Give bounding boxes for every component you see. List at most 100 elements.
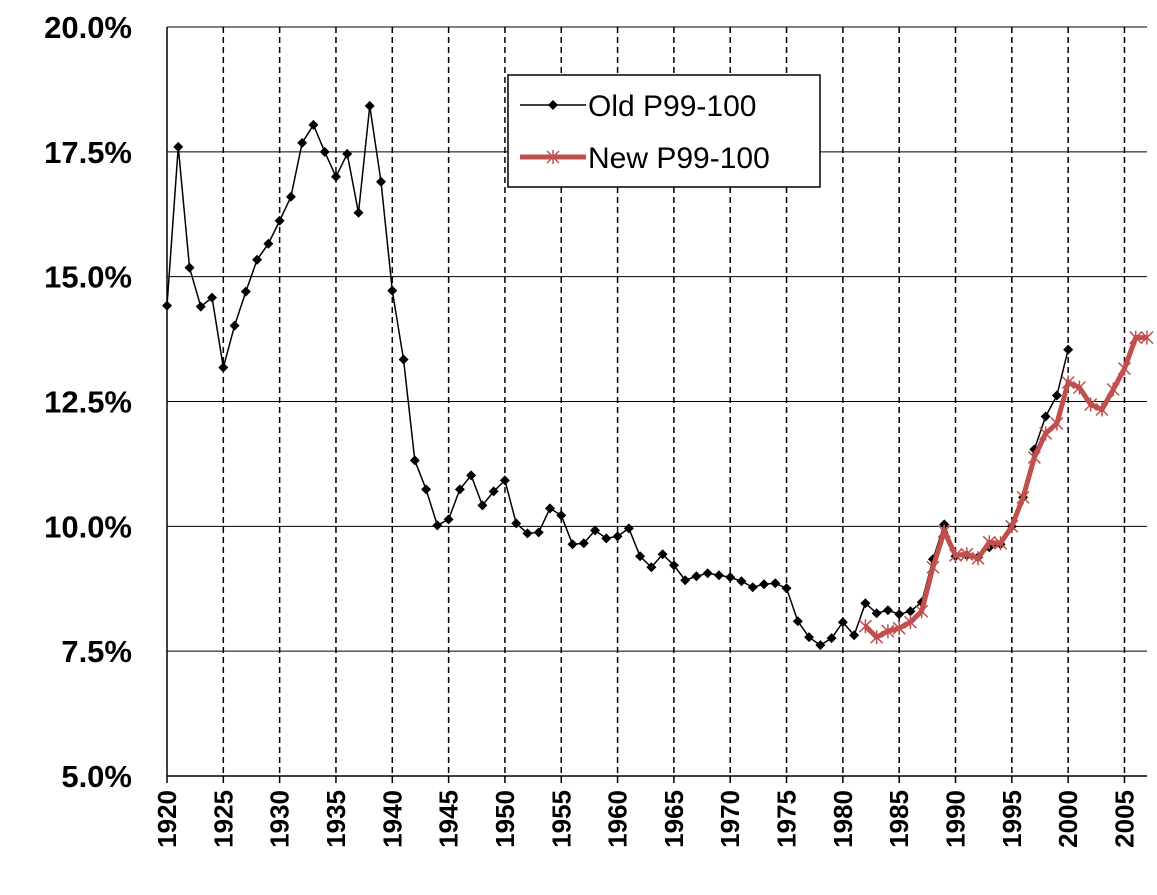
marker xyxy=(702,568,713,579)
marker xyxy=(680,575,691,586)
legend-marker xyxy=(546,150,560,164)
marker xyxy=(1061,375,1075,390)
x-tick-label: 1995 xyxy=(997,790,1027,848)
x-tick-label: 2000 xyxy=(1053,790,1083,848)
marker xyxy=(646,562,657,573)
x-tick-label: 1945 xyxy=(434,790,464,848)
marker xyxy=(881,624,895,639)
marker xyxy=(364,100,375,111)
y-tick-label: 15.0% xyxy=(44,260,132,295)
marker xyxy=(162,300,172,311)
marker xyxy=(1051,390,1062,401)
marker xyxy=(623,523,634,534)
marker xyxy=(252,254,263,265)
marker xyxy=(905,606,916,617)
y-tick-label: 17.5% xyxy=(44,135,132,170)
marker xyxy=(747,582,758,593)
marker xyxy=(960,547,974,562)
marker xyxy=(892,621,906,636)
marker xyxy=(488,486,499,497)
marker xyxy=(522,528,533,539)
marker xyxy=(982,535,996,550)
series-line xyxy=(863,335,1147,641)
marker xyxy=(849,630,860,641)
marker xyxy=(837,617,848,628)
x-tick-label: 1960 xyxy=(603,790,633,848)
marker xyxy=(1039,426,1053,441)
marker xyxy=(308,119,319,130)
x-tick-label: 1940 xyxy=(377,790,407,848)
marker xyxy=(612,531,623,542)
marker xyxy=(668,560,679,571)
marker xyxy=(1050,416,1064,431)
y-tick-label: 20.0% xyxy=(44,10,132,45)
x-tick-label: 1935 xyxy=(321,790,351,848)
marker xyxy=(173,141,184,152)
x-tick-label: 1925 xyxy=(208,790,238,848)
x-tick-label: 1950 xyxy=(490,790,520,848)
marker xyxy=(926,560,940,575)
marker xyxy=(894,609,905,620)
marker xyxy=(937,524,951,539)
marker xyxy=(466,470,477,481)
marker xyxy=(792,616,803,627)
marker xyxy=(409,455,420,466)
marker xyxy=(544,503,555,514)
x-tick-label: 1990 xyxy=(941,790,971,848)
marker xyxy=(454,484,465,495)
marker xyxy=(421,484,432,495)
marker xyxy=(1117,361,1132,376)
legend-label: New P99-100 xyxy=(588,142,770,175)
x-tick-label: 1955 xyxy=(546,790,576,848)
marker xyxy=(207,292,218,303)
marker xyxy=(387,285,398,296)
marker xyxy=(1005,519,1019,534)
legend-label: Old P99-100 xyxy=(588,90,756,123)
marker xyxy=(353,207,364,218)
marker xyxy=(870,630,884,645)
marker xyxy=(477,500,488,511)
legend-box xyxy=(507,74,821,188)
marker xyxy=(376,176,387,187)
marker xyxy=(759,579,770,590)
x-tick-label: 1975 xyxy=(772,790,802,848)
x-tick-label: 1930 xyxy=(265,790,295,848)
marker xyxy=(994,536,1008,551)
marker xyxy=(342,148,353,159)
marker xyxy=(240,286,251,297)
marker xyxy=(1063,344,1074,355)
legend-marker xyxy=(548,100,558,110)
marker xyxy=(319,146,330,157)
marker xyxy=(1129,330,1143,345)
marker xyxy=(770,578,781,589)
x-tick-label: 2005 xyxy=(1109,790,1139,848)
marker xyxy=(263,238,274,249)
marker xyxy=(533,527,544,538)
marker xyxy=(1140,330,1154,345)
marker xyxy=(657,549,668,560)
marker xyxy=(1072,380,1086,395)
marker xyxy=(443,514,454,525)
marker xyxy=(330,171,341,182)
marker xyxy=(971,551,985,566)
marker xyxy=(1027,450,1041,465)
marker xyxy=(635,551,646,562)
marker xyxy=(1084,397,1098,412)
marker xyxy=(781,583,792,594)
marker xyxy=(274,215,285,226)
marker xyxy=(725,572,736,583)
marker xyxy=(297,137,308,148)
marker xyxy=(218,362,229,373)
marker xyxy=(948,548,963,563)
marker xyxy=(691,571,702,582)
marker xyxy=(229,320,240,331)
x-tick-label: 1980 xyxy=(828,790,858,848)
y-tick-label: 12.5% xyxy=(44,385,132,420)
x-tick-label: 1920 xyxy=(152,790,182,848)
marker xyxy=(804,632,815,643)
marker xyxy=(903,615,917,630)
x-tick-label: 1965 xyxy=(659,790,689,848)
marker xyxy=(1040,411,1051,422)
marker xyxy=(432,520,443,531)
